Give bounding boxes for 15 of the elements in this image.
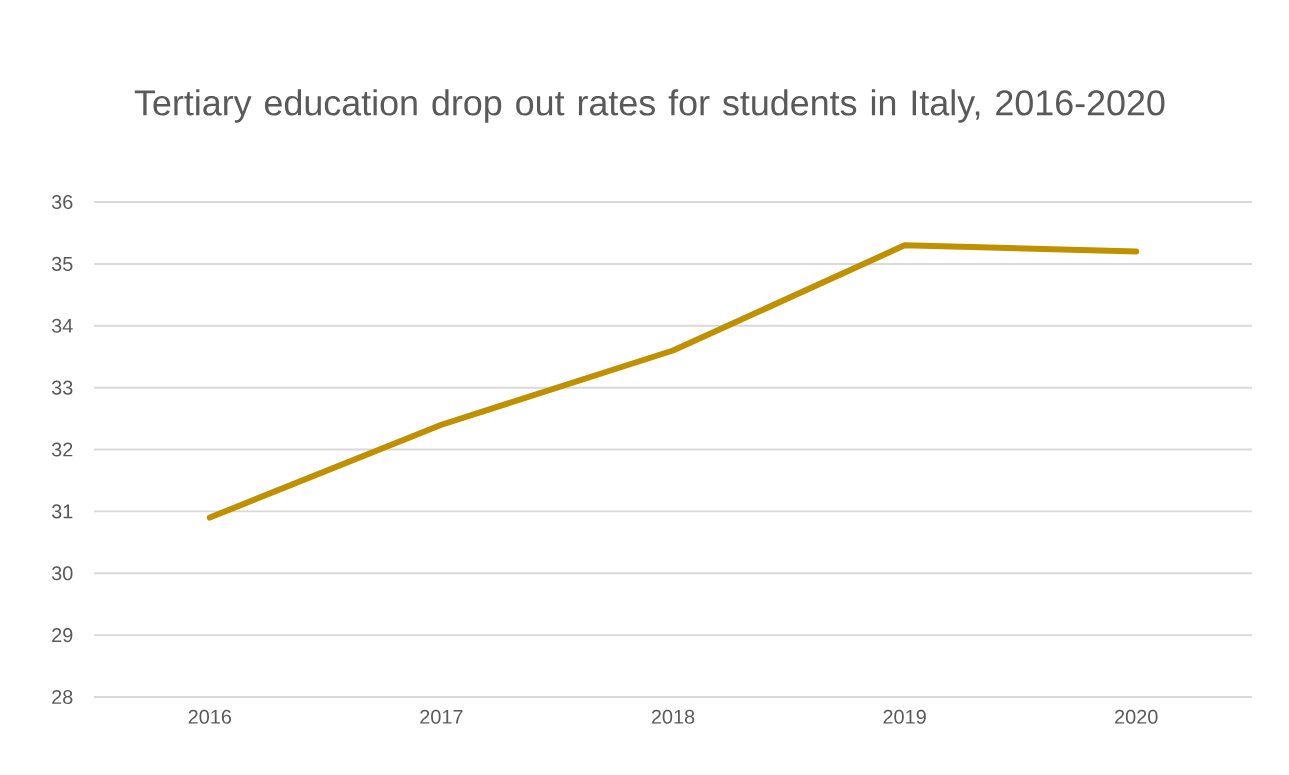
x-tick-label: 2017 bbox=[420, 709, 463, 724]
y-tick-label: 29 bbox=[52, 628, 73, 643]
y-tick-label: 30 bbox=[51, 566, 73, 581]
y-tick-label: 34 bbox=[51, 318, 73, 333]
x-tick-label: 2016 bbox=[188, 709, 232, 724]
x-tick-label: 2019 bbox=[883, 709, 926, 724]
y-tick-label: 36 bbox=[51, 194, 73, 210]
y-tick-label: 33 bbox=[51, 380, 73, 395]
y-tick-label: 32 bbox=[51, 442, 73, 457]
chart-title: Tertiary education drop out rates for students in Italy, 2016-2020 bbox=[134, 89, 1165, 123]
y-tick-label: 31 bbox=[51, 504, 73, 519]
x-tick-label: 2018 bbox=[651, 709, 695, 724]
y-tick-label: 28 bbox=[52, 689, 73, 705]
y-tick-label: 35 bbox=[51, 256, 73, 271]
x-tick-label: 2020 bbox=[1115, 709, 1158, 724]
